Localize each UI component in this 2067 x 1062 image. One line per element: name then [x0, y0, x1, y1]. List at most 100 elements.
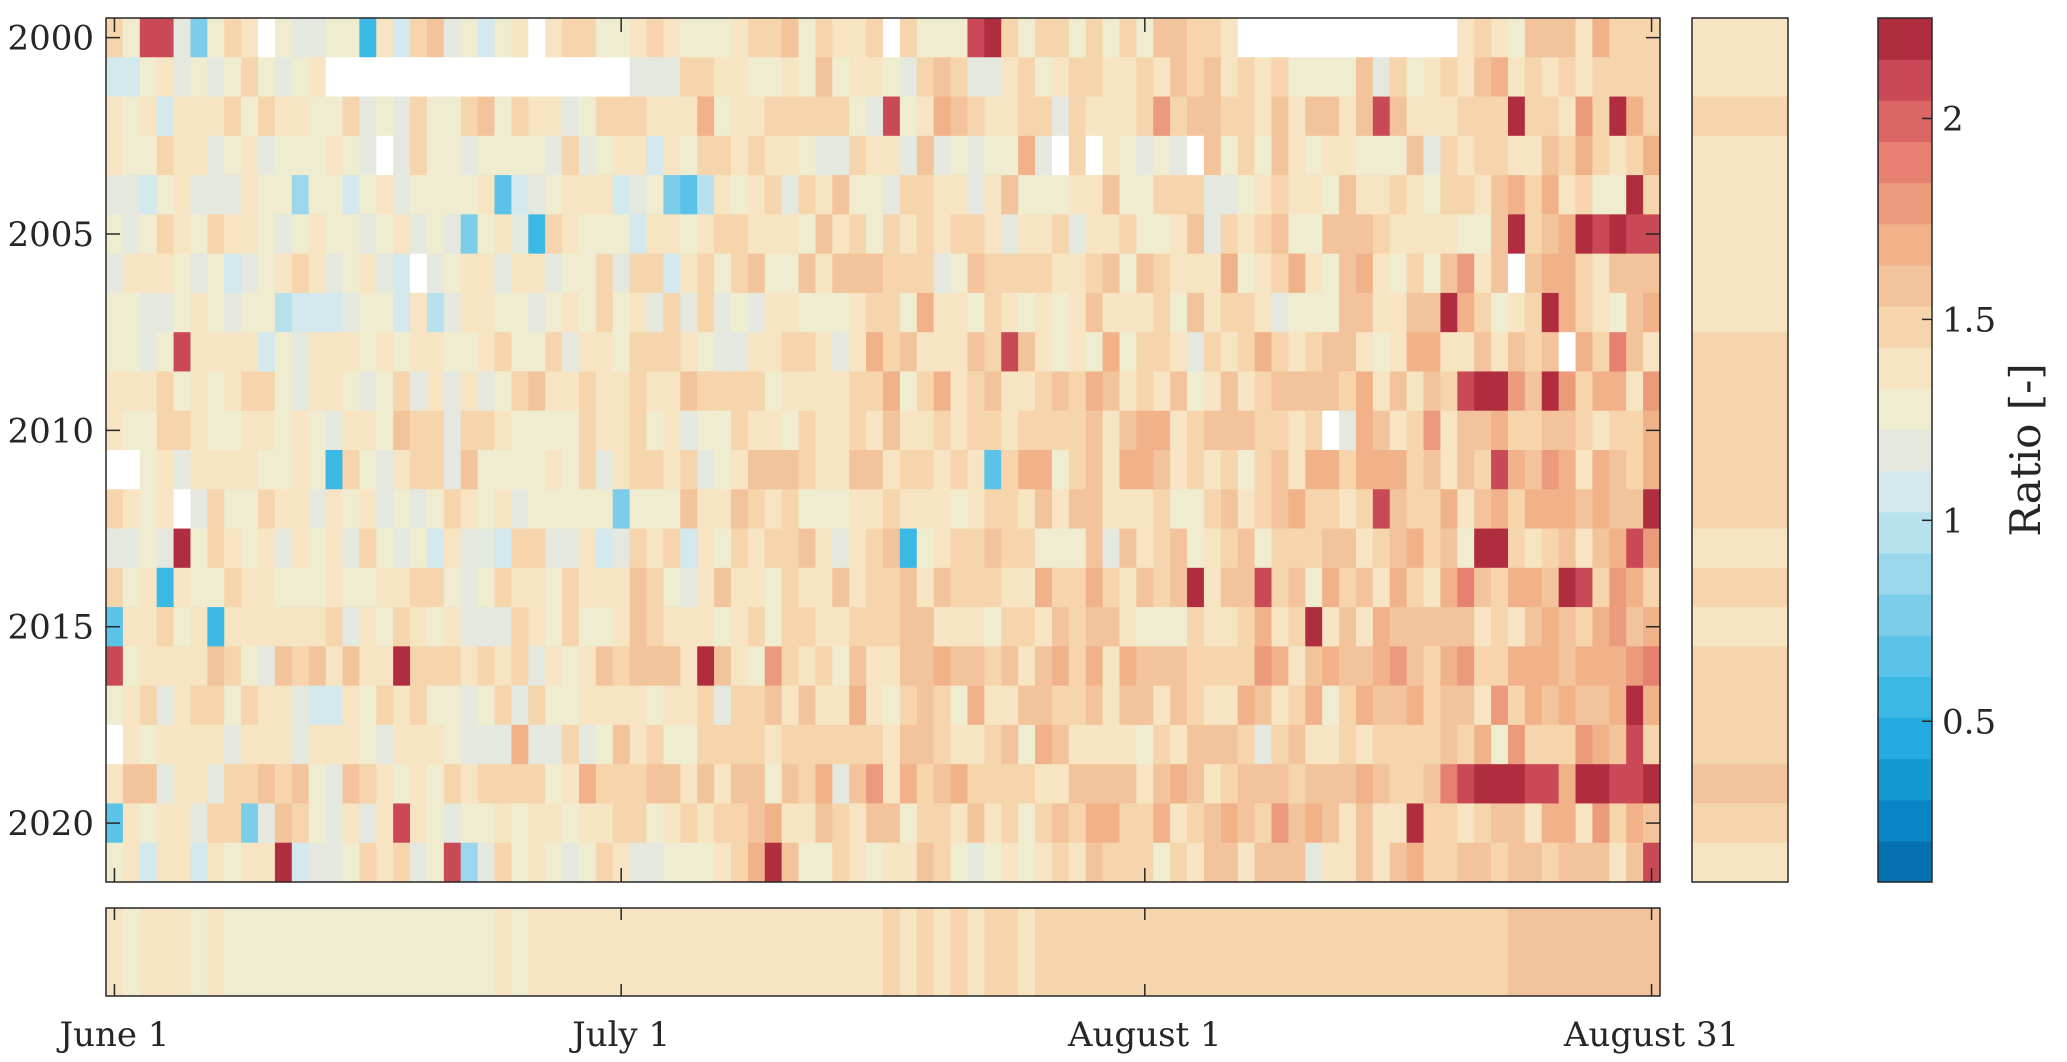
heatmap-cell — [1220, 489, 1239, 530]
heatmap-cell — [646, 450, 665, 490]
seasonal-mean-cell — [426, 908, 445, 996]
heatmap-cell — [866, 57, 884, 98]
heatmap-cell — [781, 489, 800, 530]
heatmap-cell — [528, 607, 546, 647]
heatmap-cell — [1035, 292, 1053, 333]
heatmap-cell — [291, 253, 310, 294]
heatmap-cell — [1220, 18, 1239, 58]
heatmap-cell — [697, 842, 715, 883]
heatmap-cell — [730, 764, 749, 805]
heatmap-cell — [1440, 528, 1458, 569]
heatmap-cell — [359, 135, 377, 176]
heatmap-cell — [781, 528, 800, 569]
heatmap-cell — [1457, 410, 1475, 451]
heatmap-cell — [1237, 842, 1256, 883]
heatmap-cell — [629, 764, 648, 805]
heatmap-cell — [1507, 214, 1526, 255]
colorbar-level — [1878, 223, 1932, 266]
seasonal-mean-cell — [1558, 908, 1577, 996]
heatmap-cell — [933, 646, 952, 687]
heatmap-cell — [1372, 410, 1391, 451]
heatmap-cell — [342, 371, 360, 412]
heatmap-cell — [1254, 292, 1273, 333]
heatmap-cell — [1389, 214, 1408, 255]
heatmap-cell — [325, 214, 344, 255]
heatmap-cell — [528, 410, 546, 451]
heatmap-cell — [1592, 57, 1610, 98]
heatmap-cell — [1119, 332, 1137, 373]
heatmap-cell — [1339, 292, 1357, 333]
heatmap-cell — [730, 410, 749, 451]
heatmap-cell — [122, 292, 141, 333]
heatmap-cell — [190, 292, 208, 333]
heatmap-cell — [342, 724, 360, 765]
heatmap-cell — [899, 135, 918, 176]
heatmap-cell — [1051, 489, 1070, 530]
heatmap-cell — [1339, 96, 1357, 137]
seasonal-mean-cell — [916, 908, 935, 996]
heatmap-cell — [1254, 410, 1273, 451]
heatmap-cell — [1085, 450, 1104, 490]
heatmap-cell — [1558, 371, 1577, 412]
heatmap-cell — [1237, 410, 1256, 451]
heatmap-cell — [291, 96, 310, 137]
heatmap-cell — [1507, 724, 1526, 765]
heatmap-cell — [984, 18, 1002, 58]
heatmap-cell — [1643, 489, 1661, 530]
colorbar-level — [1878, 18, 1932, 60]
heatmap-cell — [494, 764, 512, 805]
heatmap-cell — [916, 685, 935, 726]
heatmap-cell — [697, 803, 715, 844]
seasonal-mean-cell — [545, 908, 563, 996]
heatmap-cell — [1288, 607, 1306, 647]
heatmap-cell — [849, 646, 867, 687]
heatmap-cell — [883, 528, 901, 569]
heatmap-cell — [106, 450, 124, 490]
colorbar-level — [1878, 347, 1932, 389]
heatmap-cell — [950, 764, 969, 805]
annual-mean-frame — [1691, 17, 1789, 883]
heatmap-cell — [950, 253, 969, 294]
heatmap-cell — [207, 18, 225, 58]
heatmap-cell — [511, 214, 529, 255]
heatmap-cell — [1119, 175, 1137, 215]
annual-mean-cell — [1692, 135, 1788, 176]
heatmap-cell — [1288, 489, 1306, 530]
heatmap-cell — [1355, 803, 1374, 844]
heatmap-cell — [984, 96, 1002, 137]
heatmap-cell — [747, 292, 766, 333]
heatmap-cell — [1153, 803, 1171, 844]
heatmap-cell — [173, 214, 192, 255]
heatmap-cell — [1372, 764, 1391, 805]
annual-mean-cell — [1692, 175, 1788, 215]
heatmap-cell — [224, 175, 242, 215]
heatmap-cell — [1558, 646, 1577, 687]
heatmap-cell — [460, 450, 479, 490]
heatmap-cell — [1085, 685, 1104, 726]
heatmap-cell — [258, 135, 276, 176]
heatmap-cell — [224, 214, 242, 255]
heatmap-cell — [1119, 96, 1137, 137]
heatmap-cell — [747, 410, 766, 451]
heatmap-cell — [933, 724, 952, 765]
heatmap-cell — [528, 764, 546, 805]
heatmap-cell — [697, 57, 715, 98]
heatmap-cell — [629, 253, 648, 294]
heatmap-cell — [511, 842, 529, 883]
heatmap-cell — [1203, 803, 1222, 844]
heatmap-cell — [714, 292, 732, 333]
heatmap-cell — [595, 528, 614, 569]
x-tick-label: June 1 — [56, 1015, 169, 1055]
heatmap-cell — [1203, 646, 1222, 687]
heatmap-cell — [899, 332, 918, 373]
heatmap-cell — [477, 685, 496, 726]
heatmap-cell — [426, 450, 445, 490]
heatmap-cell — [1153, 646, 1171, 687]
heatmap-cell — [274, 175, 293, 215]
heatmap-cell — [1136, 842, 1154, 883]
heatmap-cell — [426, 18, 445, 58]
heatmap-cell — [950, 214, 969, 255]
heatmap-cell — [224, 607, 242, 647]
heatmap-cell — [764, 528, 783, 569]
heatmap-cell — [1592, 567, 1610, 608]
